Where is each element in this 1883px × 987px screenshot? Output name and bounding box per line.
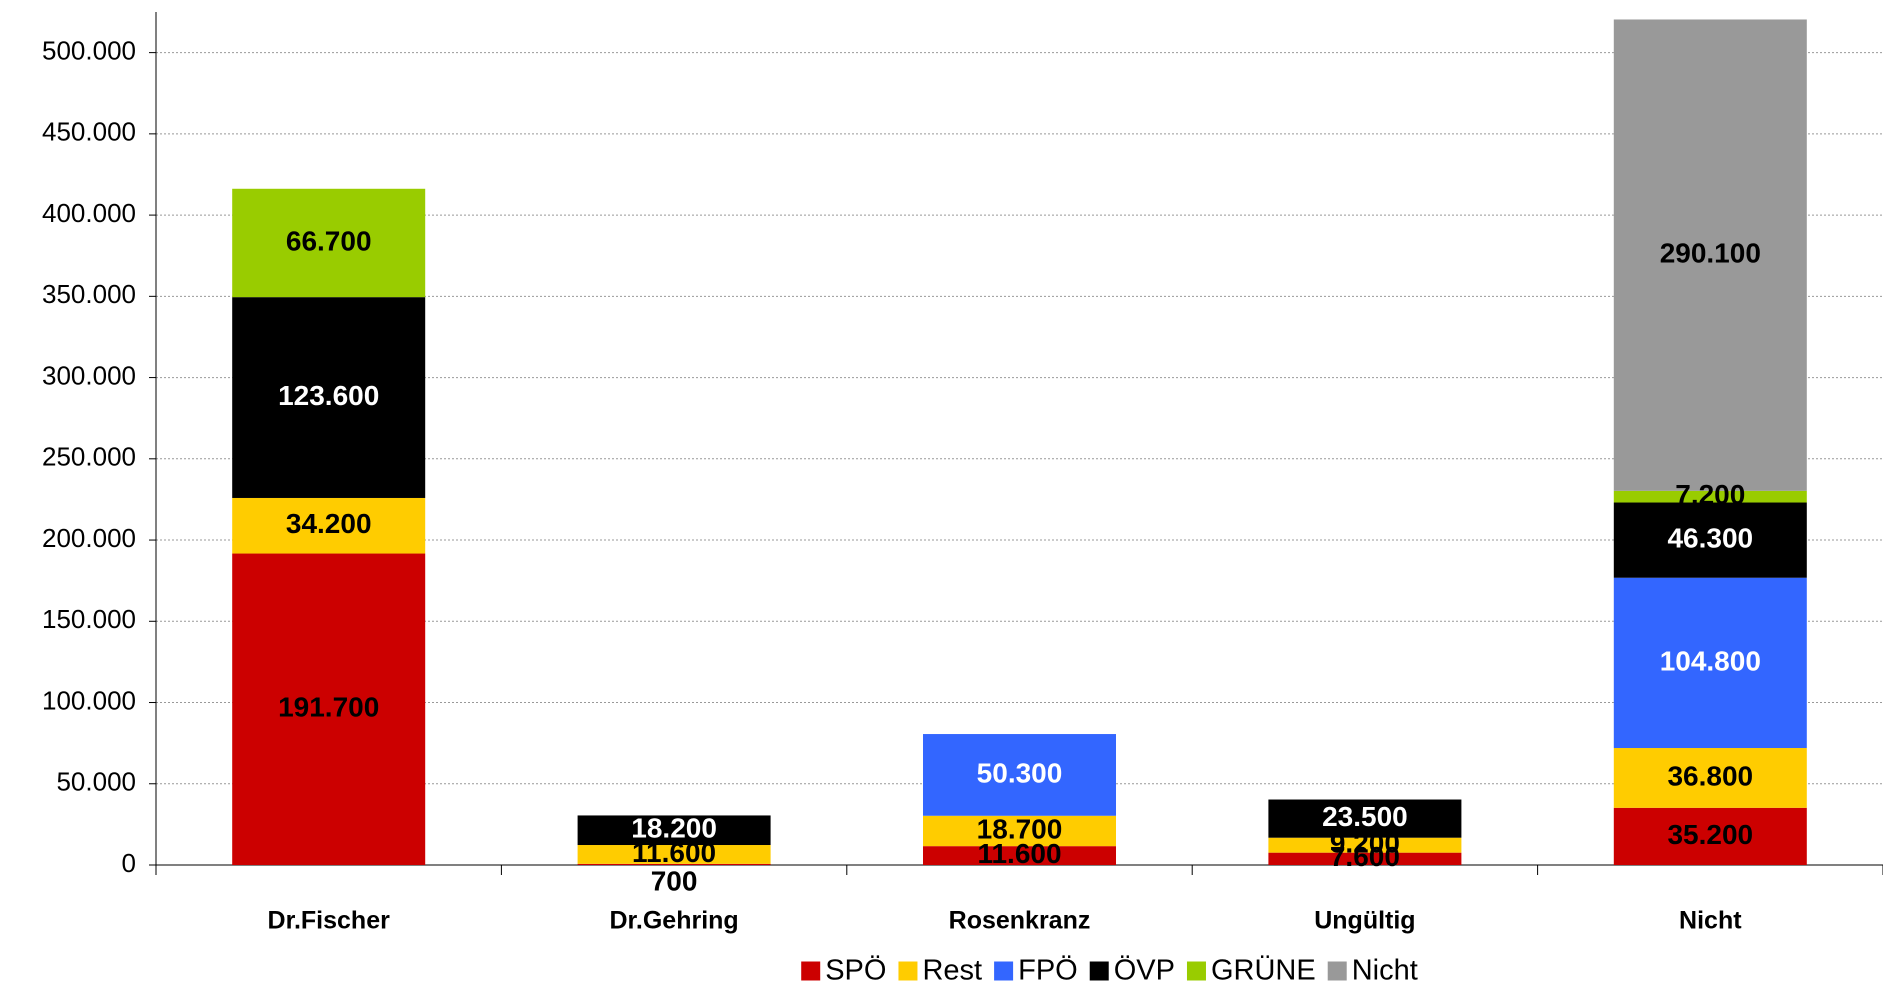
bar-segment: [232, 497, 426, 554]
data-label: 191.700: [278, 692, 379, 723]
data-label: 11.600: [977, 838, 1061, 869]
data-label: 9.200: [1330, 828, 1400, 859]
x-tick-label: Dr.Gehring: [610, 907, 739, 935]
bar-segment: [923, 815, 1116, 847]
legend-label: SPÖ: [825, 955, 886, 987]
data-label: 50.300: [977, 757, 1063, 788]
y-tick-label: 250.000: [42, 442, 136, 472]
legend-swatch: [1089, 961, 1109, 981]
data-label: 23.500: [1322, 801, 1408, 832]
data-label: 35.200: [1667, 819, 1753, 850]
y-tick-label: 0: [122, 848, 136, 878]
data-label: 290.100: [1660, 238, 1761, 269]
bar-segment: [1613, 577, 1807, 749]
legend-swatch: [1327, 961, 1347, 981]
data-label: 700: [651, 865, 698, 896]
legend-label: GRÜNE: [1211, 955, 1316, 987]
data-label: 46.300: [1667, 523, 1753, 554]
x-tick-label: Rosenkranz: [949, 907, 1091, 935]
bar-segment: [1268, 799, 1462, 838]
bar-segment: [577, 863, 771, 865]
bar-segment: [232, 297, 426, 498]
data-label: 34.200: [286, 508, 372, 539]
y-tick-label: 150.000: [42, 604, 136, 634]
bar-segment: [923, 846, 1116, 865]
legend: SPÖ Rest FPÖ ÖVP GRÜNE Nicht: [801, 955, 1418, 987]
y-tick-label: 500.000: [42, 35, 136, 65]
data-label: 36.800: [1667, 760, 1753, 791]
bar-segment: [577, 815, 771, 846]
bar-segment: [1613, 490, 1807, 503]
bar-segment: [1613, 19, 1807, 491]
bar-segment: [1613, 502, 1807, 578]
legend-swatch: [1186, 961, 1206, 981]
bar-segment: [923, 734, 1116, 816]
data-label: 11.600: [632, 837, 716, 868]
legend-label: Nicht: [1352, 955, 1418, 987]
data-label: 123.600: [278, 380, 379, 411]
x-tick-label: Nicht: [1679, 907, 1742, 935]
y-tick-label: 200.000: [42, 523, 136, 553]
x-tick-label: Dr.Fischer: [268, 907, 391, 935]
data-label: 66.700: [286, 225, 372, 256]
data-label: 7.200: [1675, 479, 1745, 510]
legend-swatch: [898, 961, 918, 981]
data-label: 18.700: [977, 813, 1063, 844]
y-tick-label: 350.000: [42, 279, 136, 309]
y-tick-label: 450.000: [42, 117, 136, 147]
legend-label: ÖVP: [1114, 955, 1175, 987]
data-label: 7.600: [1330, 841, 1400, 872]
y-tick-label: 50.000: [56, 767, 136, 797]
data-label: 18.200: [631, 813, 717, 844]
bar-segment: [232, 188, 426, 298]
bar-segment: [1268, 837, 1462, 853]
legend-label: Rest: [922, 955, 982, 987]
x-tick-label: Ungültig: [1314, 907, 1415, 935]
data-label: 104.800: [1660, 645, 1761, 676]
bar-segment: [232, 553, 426, 865]
legend-swatch: [801, 961, 821, 981]
y-tick-label: 100.000: [42, 685, 136, 715]
y-tick-label: 300.000: [42, 360, 136, 390]
bar-segment: [577, 845, 771, 864]
legend-label: FPÖ: [1018, 955, 1078, 987]
legend-swatch: [994, 961, 1014, 981]
bar-segment: [1268, 852, 1462, 865]
y-tick-label: 400.000: [42, 198, 136, 228]
bar-segment: [1613, 748, 1807, 808]
bar-segment: [1613, 807, 1807, 865]
